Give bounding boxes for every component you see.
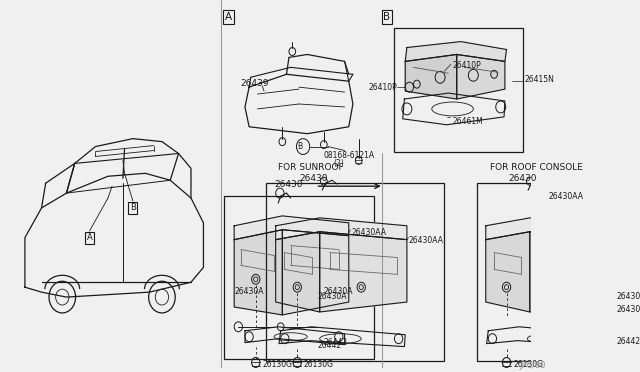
Text: 26461M: 26461M <box>452 117 483 126</box>
Text: 26430AA: 26430AA <box>548 192 583 201</box>
Text: 26130G: 26130G <box>304 360 334 369</box>
Bar <box>224 196 374 359</box>
Text: A: A <box>225 12 232 22</box>
Polygon shape <box>234 216 349 240</box>
Text: FOR SUNROOF: FOR SUNROOF <box>278 163 344 172</box>
Text: B: B <box>297 142 302 151</box>
Text: 26130G: 26130G <box>513 360 543 369</box>
Text: 26130G: 26130G <box>262 360 292 369</box>
Polygon shape <box>530 232 613 312</box>
Text: 26415N: 26415N <box>525 75 555 84</box>
Text: 26442: 26442 <box>324 338 348 347</box>
Text: (2): (2) <box>334 160 344 169</box>
Text: 26430A: 26430A <box>324 287 353 296</box>
Polygon shape <box>234 230 282 315</box>
Polygon shape <box>320 232 407 312</box>
Text: 26430A: 26430A <box>234 287 264 296</box>
Text: 08168-6121A: 08168-6121A <box>324 151 375 160</box>
Text: 26410P: 26410P <box>368 83 397 92</box>
Bar <box>266 183 444 362</box>
Text: 26430A: 26430A <box>317 292 347 301</box>
Text: 26430A: 26430A <box>616 305 640 314</box>
Text: JP6/00: JP6/00 <box>519 362 545 371</box>
Text: 26430A: 26430A <box>616 292 640 301</box>
Polygon shape <box>486 232 530 312</box>
Text: 26410P: 26410P <box>452 61 481 70</box>
Polygon shape <box>486 218 613 240</box>
Bar <box>477 183 640 362</box>
Text: A: A <box>87 233 93 242</box>
Text: B: B <box>130 203 136 212</box>
Text: 26442: 26442 <box>616 337 640 346</box>
Text: 26439: 26439 <box>241 79 269 88</box>
Polygon shape <box>457 54 505 99</box>
Polygon shape <box>282 230 349 315</box>
Text: 26430: 26430 <box>274 180 303 189</box>
Bar <box>394 28 523 151</box>
Polygon shape <box>276 218 407 240</box>
Text: FOR ROOF CONSOLE: FOR ROOF CONSOLE <box>490 163 583 172</box>
Polygon shape <box>405 54 457 99</box>
Polygon shape <box>276 232 320 312</box>
Text: 26430: 26430 <box>299 174 328 183</box>
Polygon shape <box>405 42 506 61</box>
Text: 26430: 26430 <box>508 174 537 183</box>
Text: 26442: 26442 <box>317 341 341 350</box>
Text: B: B <box>383 12 390 22</box>
Text: 26430AA: 26430AA <box>351 228 387 237</box>
Text: 26430AA: 26430AA <box>408 236 444 245</box>
